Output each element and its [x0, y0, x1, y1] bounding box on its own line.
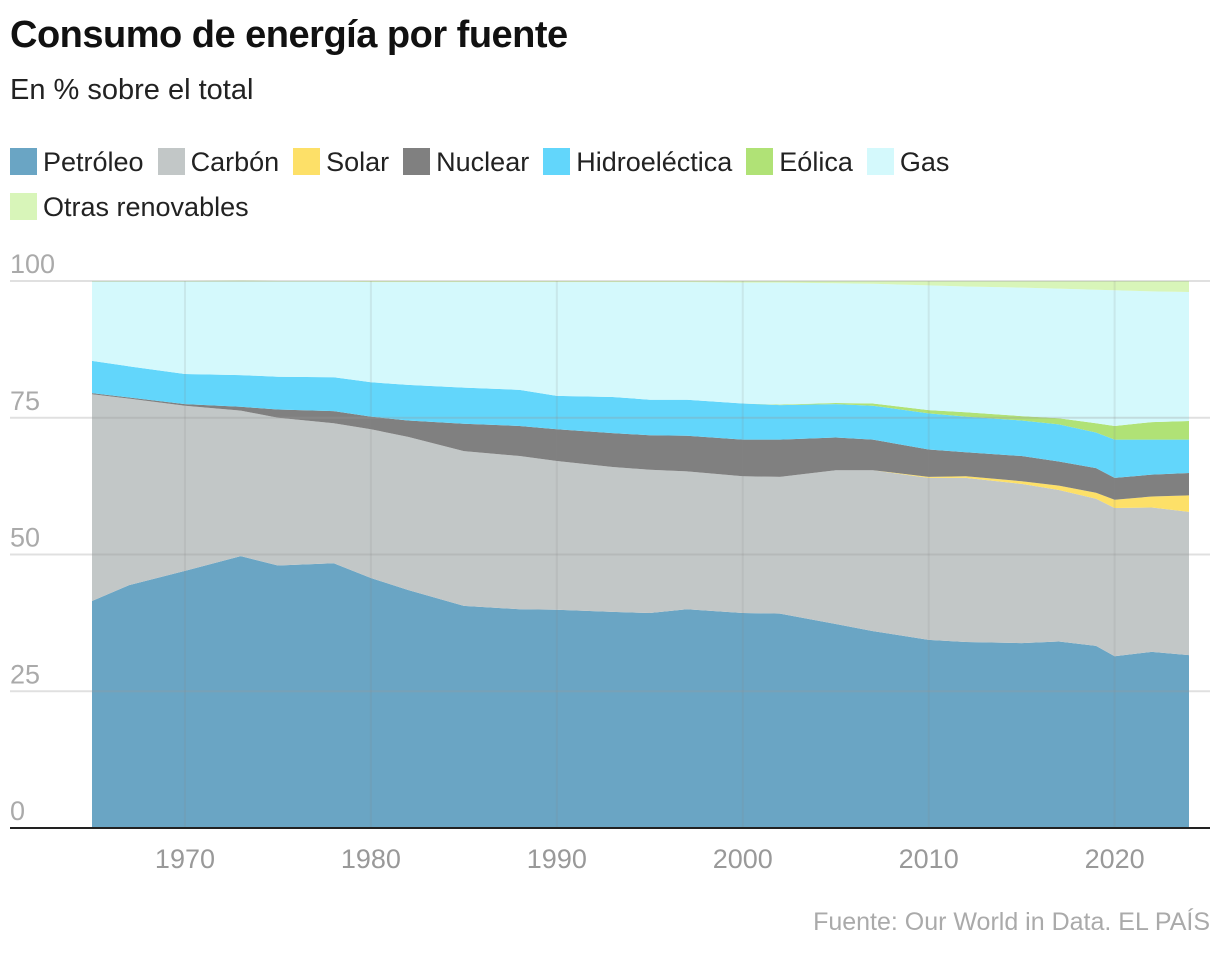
x-tick-label: 1990 [527, 844, 587, 874]
legend-swatch [746, 148, 774, 175]
area-petróleo [92, 556, 1189, 828]
legend-item: Gas [866, 140, 950, 185]
x-tick-label: 2020 [1085, 844, 1145, 874]
y-tick-label: 25 [10, 659, 40, 689]
legend-label: Petróleo [43, 147, 144, 177]
x-tick-label: 2010 [899, 844, 959, 874]
x-tick-label: 1970 [155, 844, 215, 874]
legend-label: Eólica [779, 147, 853, 177]
area-gas [92, 281, 1189, 426]
legend-label: Hidroeléctica [576, 147, 733, 177]
legend-swatch [403, 148, 431, 175]
legend-label: Solar [326, 147, 390, 177]
legend: Petróleo Carbón Solar Nuclear Hidroeléctica E… [10, 140, 1210, 230]
source-note: Fuente: Our World in Data. EL PAÍS [813, 908, 1210, 936]
legend-item: Hidroeléctica [543, 140, 732, 185]
axes: 0 25 50 75 100 1970 1980 1990 2000 2010 2020 [10, 249, 1210, 874]
legend-swatch [293, 148, 321, 175]
legend-swatch [157, 148, 185, 175]
legend-item: Petróleo [10, 140, 144, 185]
y-tick-label: 75 [10, 386, 40, 416]
legend-label: Nuclear [436, 147, 530, 177]
legend-item: Eólica [746, 140, 853, 185]
x-tick-label: 1980 [341, 844, 401, 874]
y-tick-label: 50 [10, 523, 40, 553]
y-tick-label: 100 [10, 249, 55, 279]
legend-swatch [10, 193, 37, 220]
area-hidroeléctica [92, 360, 1189, 478]
legend-label: Gas [899, 147, 950, 177]
chart-title: Consumo de energía por fuente [10, 14, 568, 56]
legend-item: Solar [293, 140, 389, 185]
x-tick-label: 2000 [713, 844, 773, 874]
area-otras-renovables [92, 280, 1189, 292]
legend-label: Carbón [190, 147, 280, 177]
y-tick-label: 0 [10, 796, 25, 826]
legend-swatch [10, 148, 37, 175]
legend-label: Otras renovables [43, 192, 249, 222]
area-nuclear [92, 393, 1189, 500]
legend-swatch [543, 148, 571, 175]
area-carbón [92, 394, 1189, 657]
legend-item: Carbón [157, 140, 280, 185]
legend-item: Otras renovables [10, 185, 249, 230]
legend-item: Nuclear [403, 140, 529, 185]
legend-swatch [866, 148, 894, 175]
chart-subtitle: En % sobre el total [10, 74, 254, 106]
area-layers [92, 280, 1189, 828]
gridlines [10, 280, 1210, 828]
